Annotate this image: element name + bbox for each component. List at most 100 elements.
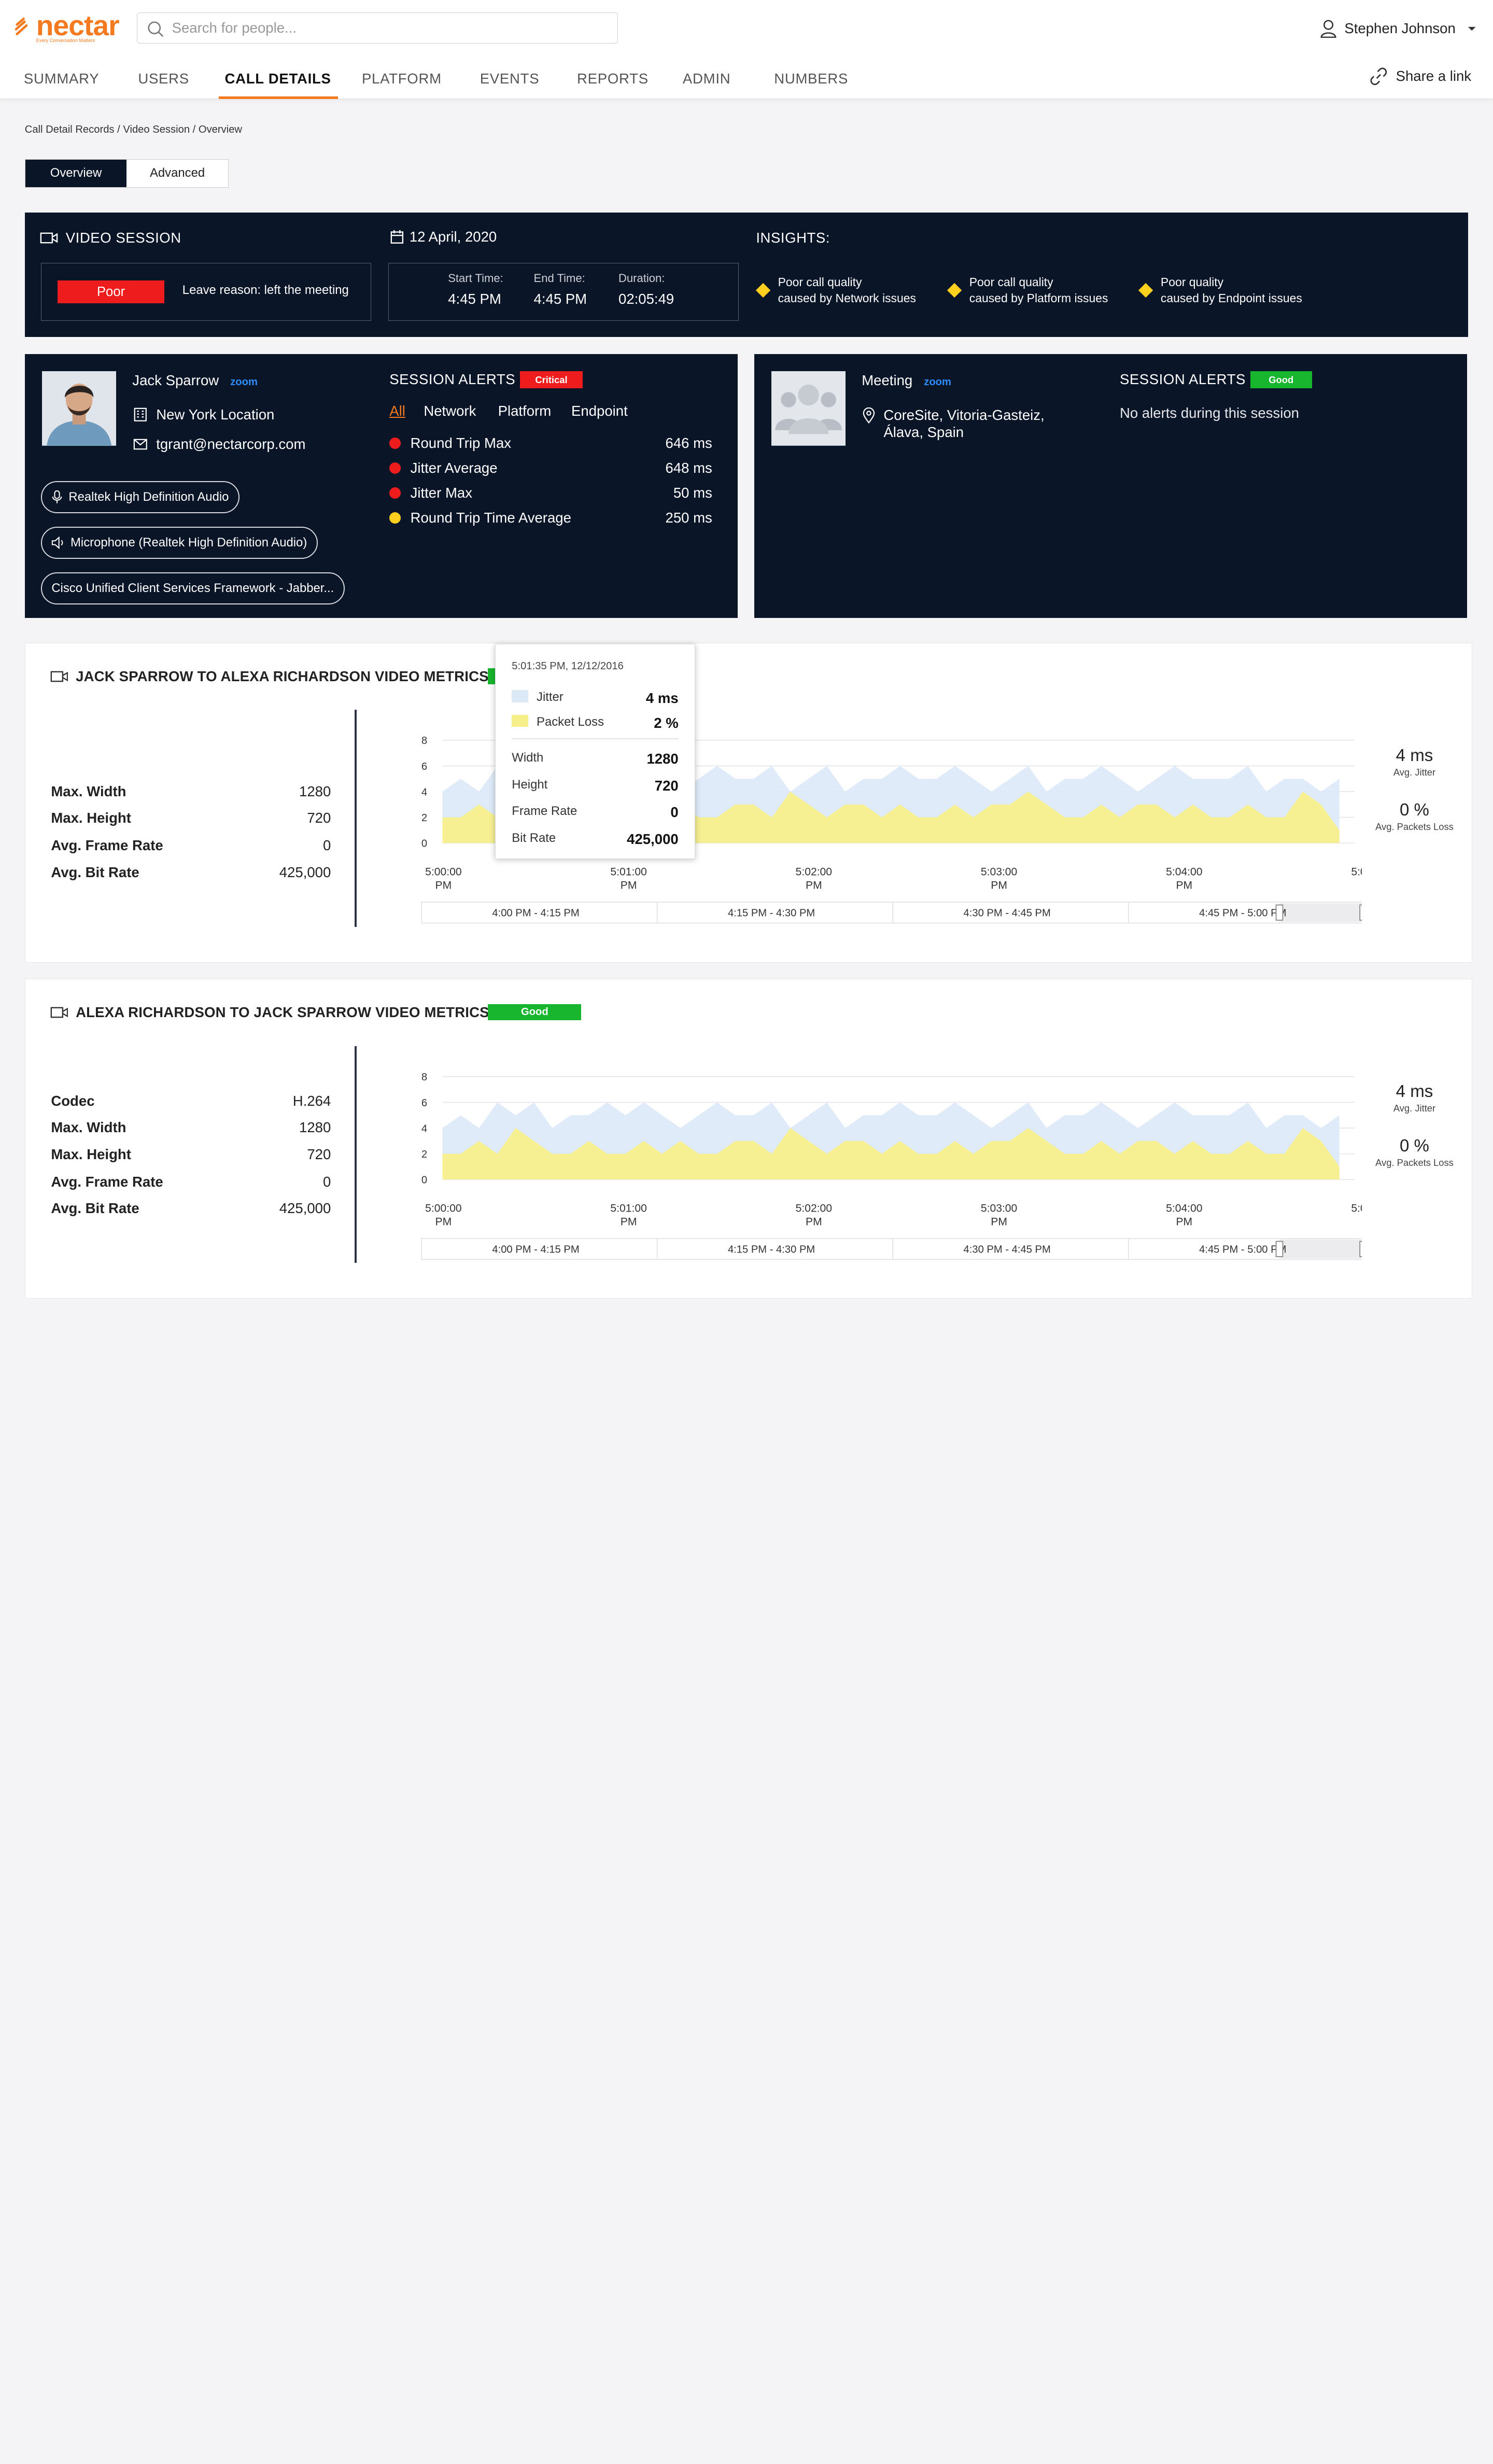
- tab-platform[interactable]: PLATFORM: [361, 70, 442, 87]
- alert-row[interactable]: Round Trip Time Average 250 ms: [389, 510, 712, 526]
- x-tick-period: PM: [991, 880, 1007, 892]
- x-tick-period: PM: [1176, 1216, 1192, 1228]
- alert-row[interactable]: Jitter Max 50 ms: [389, 485, 712, 501]
- stat-row: Avg. Bit Rate 425,000: [51, 1200, 331, 1217]
- meeting-name[interactable]: Meeting zoom: [862, 372, 951, 389]
- participant-card: Jack Sparrow zoom New York Location tgra…: [24, 354, 738, 618]
- alert-row[interactable]: Round Trip Max 646 ms: [389, 435, 712, 452]
- x-tick-period: PM: [1361, 880, 1362, 892]
- x-tick-time: 5:05:00: [1351, 1202, 1362, 1214]
- overview-toggle[interactable]: Overview: [25, 159, 127, 187]
- x-tick-period: PM: [991, 1216, 1007, 1228]
- stat-value: 0: [322, 837, 331, 854]
- range-label: 4:30 PM - 4:45 PM: [963, 1244, 1050, 1255]
- tab-events[interactable]: EVENTS: [480, 70, 540, 87]
- participant-name-text: Jack Sparrow: [132, 372, 219, 389]
- stat-row: Codec H.264: [51, 1093, 331, 1109]
- advanced-toggle[interactable]: Advanced: [149, 165, 205, 180]
- alert-tab-all[interactable]: All: [389, 402, 405, 419]
- divider: [355, 1046, 357, 1263]
- video-metrics-chart[interactable]: 00224466885:00:00PM5:01:00PM5:02:00PM5:0…: [387, 1018, 1362, 1303]
- search-icon: [148, 21, 164, 37]
- alert-value: 50 ms: [673, 484, 712, 501]
- tab-call-details[interactable]: CALL DETAILS: [219, 71, 337, 99]
- user-name: Stephen Johnson: [1344, 20, 1456, 37]
- search-input[interactable]: [172, 17, 605, 40]
- stat-label: Avg. Bit Rate: [51, 864, 139, 880]
- tooltip-row: Packet Loss 2 %: [512, 714, 679, 731]
- tab-summary[interactable]: SUMMARY: [23, 70, 100, 87]
- stat-value: 425,000: [279, 1200, 331, 1217]
- participant-email[interactable]: tgrant@nectarcorp.com: [133, 436, 305, 453]
- alert-tab-platform[interactable]: Platform: [498, 402, 552, 419]
- x-tick-time: 5:01:00: [610, 1202, 646, 1214]
- x-tick-period: PM: [435, 880, 452, 892]
- participant-location: New York Location: [133, 406, 274, 423]
- stat-value: H.264: [292, 1092, 331, 1109]
- meeting-card: Meeting zoom CoreSite, Vitoria-Gasteiz, …: [754, 354, 1468, 618]
- alert-label: Round Trip Max: [410, 435, 512, 452]
- range-label: 4:45 PM - 5:00 PM: [1199, 1244, 1286, 1255]
- end-time-label: End Time:: [533, 272, 585, 285]
- breadcrumb[interactable]: Call Detail Records / Video Session / Ov…: [24, 123, 243, 135]
- device-chip-audio[interactable]: Realtek High Definition Audio: [40, 481, 240, 513]
- avatar: [41, 371, 117, 446]
- nectar-logo[interactable]: nectar Every Conversation Matters: [15, 9, 120, 43]
- range-label: 4:45 PM - 5:00 PM: [1199, 908, 1286, 919]
- range-handle: [1275, 1241, 1284, 1257]
- insight-network[interactable]: Poor call quality caused by Network issue…: [755, 274, 916, 306]
- tab-users[interactable]: USERS: [138, 70, 189, 87]
- severity-dot-icon: [389, 438, 401, 449]
- no-alerts-text: No alerts during this session: [1119, 404, 1299, 421]
- tab-reports[interactable]: REPORTS: [577, 70, 649, 87]
- avg-jitter-label: Avg. Jitter: [1393, 1103, 1436, 1114]
- device-chip-client[interactable]: Cisco Unified Client Services Framework …: [40, 572, 345, 605]
- alert-value: 646 ms: [665, 435, 712, 452]
- logo-mark-icon: [15, 18, 28, 36]
- user-icon: [1320, 20, 1336, 38]
- metrics-badge: Good: [488, 1004, 582, 1021]
- app-root: nectar Every Conversation Matters Stephe…: [0, 0, 1493, 1303]
- stat-row: Max. Width 1280: [51, 783, 331, 800]
- avg-loss-value: 0 %: [1400, 800, 1429, 820]
- device-chip-microphone[interactable]: Microphone (Realtek High Definition Audi…: [40, 526, 318, 559]
- stat-label: Avg. Frame Rate: [51, 1173, 163, 1190]
- stat-label: Max. Width: [51, 783, 126, 799]
- avg-loss-label: Avg. Packets Loss: [1375, 1157, 1454, 1168]
- share-link-button[interactable]: Share a link: [1369, 67, 1471, 86]
- insight-line2: caused by Platform issues: [969, 291, 1108, 305]
- tab-admin[interactable]: ADMIN: [682, 70, 731, 87]
- x-tick-time: 5:01:00: [610, 866, 646, 878]
- metrics-panel-1: JACK SPARROW TO ALEXA RICHARDSON VIDEO M…: [24, 642, 1472, 963]
- avg-jitter-stat: 4 ms Avg. Jitter: [1362, 1082, 1467, 1114]
- search-box[interactable]: [137, 12, 618, 44]
- stat-label: Max. Width: [51, 1119, 126, 1136]
- alert-row[interactable]: Jitter Average 648 ms: [389, 460, 712, 476]
- stat-row: Max. Width 1280: [51, 1119, 331, 1136]
- tooltip-label: Jitter: [537, 689, 564, 704]
- range-label: 4:00 PM - 4:15 PM: [492, 908, 579, 919]
- tooltip-value: 2 %: [654, 714, 679, 731]
- participant-name[interactable]: Jack Sparrow zoom: [132, 372, 258, 389]
- insight-platform[interactable]: Poor call quality caused by Platform issu…: [947, 274, 1108, 306]
- stat-value: 0: [322, 1173, 331, 1190]
- leave-reason: Leave reason: left the meeting: [182, 283, 349, 298]
- tab-numbers[interactable]: NUMBERS: [774, 70, 849, 87]
- alert-tab-network[interactable]: Network: [424, 402, 476, 419]
- insight-endpoint[interactable]: Poor quality caused by Endpoint issues: [1138, 274, 1302, 306]
- user-menu[interactable]: Stephen Johnson: [1320, 17, 1477, 40]
- group-icon: [771, 371, 846, 446]
- stat-label: Max. Height: [51, 1146, 131, 1162]
- chart-tooltip: 5:01:35 PM, 12/12/2016 Jitter 4 ms Packe…: [495, 643, 695, 859]
- alert-label: Jitter Max: [410, 484, 472, 501]
- x-tick-time: 5:02:00: [795, 866, 832, 878]
- alert-tab-endpoint[interactable]: Endpoint: [571, 402, 628, 419]
- tooltip-timestamp: 5:01:35 PM, 12/12/2016: [512, 660, 624, 672]
- building-icon: [134, 408, 147, 422]
- warning-diamond-icon: [947, 283, 962, 298]
- quality-badge: Poor: [58, 280, 164, 304]
- participant-location-text: New York Location: [156, 406, 275, 423]
- session-date-text: 12 April, 2020: [409, 228, 497, 245]
- x-tick-period: PM: [620, 880, 637, 892]
- end-time: End Time: 4:45 PM: [534, 272, 587, 307]
